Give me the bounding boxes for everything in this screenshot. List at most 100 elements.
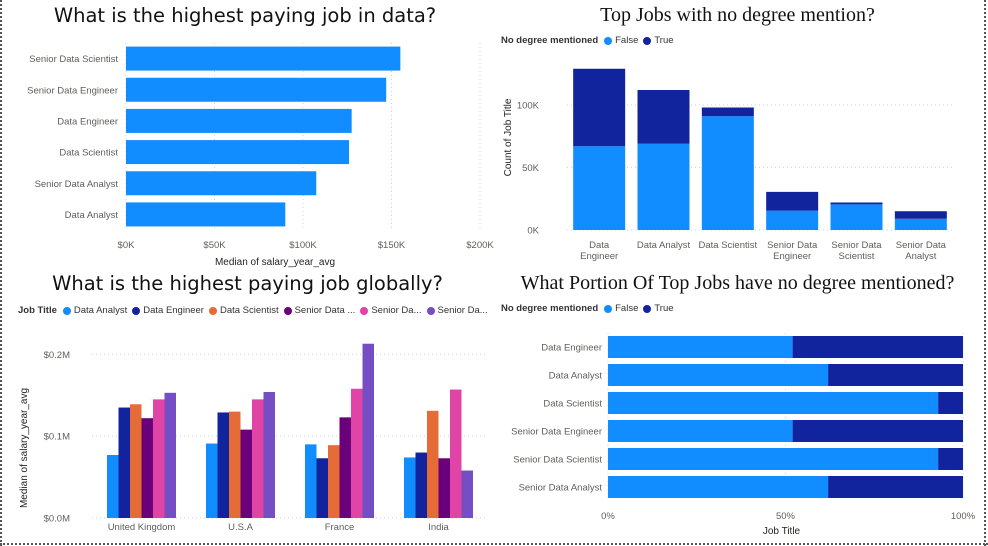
chart-title: What Portion Of Top Jobs have no degree … xyxy=(520,272,955,294)
grouped-bar[interactable] xyxy=(217,412,230,518)
grouped-bar[interactable] xyxy=(461,470,474,518)
legend: No degree mentioned False True xyxy=(501,35,679,46)
y-tick-label: Senior Data Engineer xyxy=(511,427,602,438)
grouped-bar[interactable] xyxy=(450,389,462,518)
legend-item-true[interactable]: True xyxy=(643,303,674,314)
legend-label: True xyxy=(654,303,674,314)
x-tick-label: U.S.A xyxy=(228,522,253,533)
bar[interactable] xyxy=(126,77,387,102)
stacked-segment[interactable] xyxy=(766,210,819,230)
legend-label: Data Scientist xyxy=(219,305,279,316)
grouped-bar[interactable] xyxy=(351,388,363,518)
x-tick-label: Scientist xyxy=(839,251,875,262)
bar-chart-svg: $0K $50K $100K $150K $200K Senior Data Scient… xyxy=(27,43,494,268)
stacked-segment[interactable] xyxy=(830,202,883,205)
stacked-segment[interactable] xyxy=(608,336,793,358)
y-tick-label: Senior Data Engineer xyxy=(27,85,118,96)
x-tick-label: Data Analyst xyxy=(637,240,691,251)
y-tick-label: Data Scientist xyxy=(543,399,602,410)
x-tick-label: United Kingdom xyxy=(108,522,176,533)
y-tick-label: $0.2M xyxy=(44,350,70,361)
stacked-segment[interactable] xyxy=(573,146,626,230)
grouped-bar[interactable] xyxy=(107,455,119,518)
stacked-segment[interactable] xyxy=(701,116,754,230)
chart-title: What is the highest paying job in data? xyxy=(53,4,437,27)
stacked-segment[interactable] xyxy=(608,420,793,442)
stacked-segment[interactable] xyxy=(608,364,829,386)
x-tick-label: Analyst xyxy=(905,251,937,262)
stacked-segment[interactable] xyxy=(608,392,939,414)
grouped-bar[interactable] xyxy=(404,457,416,518)
grouped-bar[interactable] xyxy=(153,399,165,518)
legend-dot xyxy=(604,304,613,313)
grouped-bar[interactable] xyxy=(252,399,264,518)
legend-item-senior-2[interactable]: Senior Da... xyxy=(360,305,422,316)
legend-item-senior-1[interactable]: Senior Data ... xyxy=(283,305,356,316)
legend-dot xyxy=(283,306,292,315)
grouped-bar[interactable] xyxy=(316,458,329,518)
y-tick-label: Data Engineer xyxy=(57,116,118,127)
stacked-segment[interactable] xyxy=(828,364,963,386)
stacked-segment[interactable] xyxy=(830,204,883,230)
x-tick-label: $50K xyxy=(203,240,226,251)
legend-item-false[interactable]: False xyxy=(604,35,638,46)
stacked-segment[interactable] xyxy=(608,476,829,498)
grouped-bar[interactable] xyxy=(229,411,241,518)
grouped-column-svg: $0.0M $0.1M $0.2M United Kingdom U.S.A France… xyxy=(19,343,488,533)
highest-paying-job-chart[interactable]: What is the highest paying job in data? … xyxy=(0,0,494,270)
legend-item-false[interactable]: False xyxy=(604,303,638,314)
no-degree-count-chart[interactable]: Top Jobs with no degree mention? No degr… xyxy=(495,0,980,270)
grouped-bar[interactable] xyxy=(427,410,439,518)
stacked-segment[interactable] xyxy=(637,143,690,230)
legend-item-data-engineer[interactable]: Data Engineer xyxy=(132,305,204,316)
grouped-bar[interactable] xyxy=(240,429,253,518)
legend-item-true[interactable]: True xyxy=(643,35,674,46)
legend-item-data-analyst[interactable]: Data Analyst xyxy=(62,305,127,316)
bar[interactable] xyxy=(126,108,352,133)
grouped-bar[interactable] xyxy=(130,404,142,518)
stacked-segment[interactable] xyxy=(637,90,690,144)
stacked-segment[interactable] xyxy=(792,336,963,358)
grouped-bar[interactable] xyxy=(438,458,451,518)
stacked-segment[interactable] xyxy=(894,211,947,219)
stacked-segment[interactable] xyxy=(938,448,963,470)
stacked-segment[interactable] xyxy=(828,476,963,498)
grouped-bar[interactable] xyxy=(339,417,352,518)
bar[interactable] xyxy=(126,140,350,165)
legend-label: Data Engineer xyxy=(143,305,204,316)
x-tick-label: Engineer xyxy=(773,251,811,262)
legend-label: Senior Data ... xyxy=(294,305,356,316)
stacked-segment[interactable] xyxy=(766,191,819,211)
stacked-segment[interactable] xyxy=(573,68,626,147)
x-tick-label: Senior Data xyxy=(831,240,882,251)
highest-paying-global-chart[interactable]: What is the highest paying job globally?… xyxy=(0,270,495,542)
x-tick-label: Data Scientist xyxy=(699,240,758,251)
stacked-segment[interactable] xyxy=(792,420,963,442)
grouped-bar[interactable] xyxy=(328,445,340,518)
bar[interactable] xyxy=(126,202,286,227)
bar[interactable] xyxy=(126,46,401,71)
grouped-bar[interactable] xyxy=(164,392,177,518)
legend: Job Title Data Analyst Data Engineer Dat… xyxy=(18,305,493,316)
legend: No degree mentioned False True xyxy=(501,303,679,314)
grouped-bar[interactable] xyxy=(305,444,317,518)
grouped-bar[interactable] xyxy=(206,443,218,518)
legend-item-senior-3[interactable]: Senior Da... xyxy=(426,305,488,316)
bar[interactable] xyxy=(126,171,317,196)
grouped-bar[interactable] xyxy=(362,343,375,518)
grouped-bar[interactable] xyxy=(263,392,276,518)
y-tick-label: Data Analyst xyxy=(549,371,603,382)
stacked-segment[interactable] xyxy=(938,392,963,414)
grouped-bar[interactable] xyxy=(415,452,428,518)
grouped-bar[interactable] xyxy=(118,407,131,518)
grouped-bar[interactable] xyxy=(141,418,154,518)
stacked-segment[interactable] xyxy=(608,448,939,470)
stacked-segment[interactable] xyxy=(701,107,754,117)
legend-item-data-scientist[interactable]: Data Scientist xyxy=(208,305,279,316)
x-tick-label: $200K xyxy=(466,240,494,251)
x-tick-label: Senior Data xyxy=(767,240,818,251)
x-tick-label: $0K xyxy=(118,240,136,251)
stacked-segment[interactable] xyxy=(894,218,947,230)
no-degree-portion-chart[interactable]: What Portion Of Top Jobs have no degree … xyxy=(495,270,980,542)
